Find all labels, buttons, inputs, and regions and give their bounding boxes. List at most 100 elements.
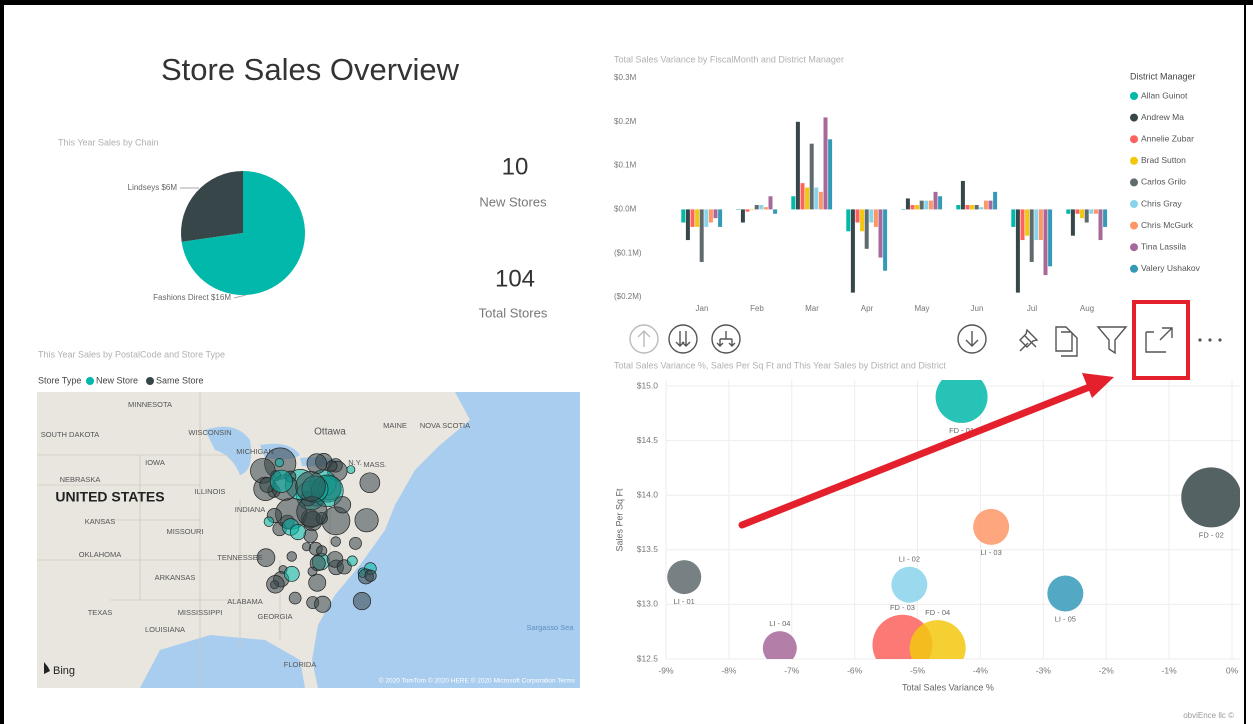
bubble[interactable] xyxy=(1047,575,1083,611)
y-tick-label: $0.2M xyxy=(614,117,637,126)
bar xyxy=(686,209,690,240)
bubble[interactable] xyxy=(973,509,1009,545)
label-part: $16M xyxy=(211,293,231,302)
legend-swatch xyxy=(1130,222,1138,230)
bar xyxy=(709,209,713,222)
bubble[interactable] xyxy=(667,560,701,594)
bar xyxy=(1025,209,1029,235)
bubble[interactable] xyxy=(763,631,797,665)
scatter-title: Total Sales Variance %, Sales Per Sq Ft … xyxy=(614,360,946,370)
column-title: Total Sales Variance by FiscalMonth and … xyxy=(614,54,844,64)
frame-right xyxy=(1244,0,1246,724)
bar xyxy=(700,209,704,262)
bar xyxy=(1099,209,1103,240)
y-tick-label: $13.5 xyxy=(637,544,659,554)
filter-button[interactable] xyxy=(1098,327,1126,353)
bar xyxy=(814,188,818,210)
bar xyxy=(824,117,828,209)
bar xyxy=(934,192,938,210)
x-axis-label: Total Sales Variance % xyxy=(902,682,994,692)
bar xyxy=(966,205,970,209)
bar xyxy=(1048,209,1052,266)
bar xyxy=(695,209,699,227)
map-label: Ottawa xyxy=(314,427,346,438)
card-value: 10 xyxy=(502,153,529,180)
bubble[interactable] xyxy=(891,567,927,603)
bar xyxy=(901,209,905,210)
legend-label: Brad Sutton xyxy=(1141,155,1186,165)
bar xyxy=(846,209,850,231)
map-copyright: © 2020 TomTom © 2020 HERE © 2020 Microso… xyxy=(379,677,576,685)
y-tick-label: $14.0 xyxy=(637,489,659,499)
bar xyxy=(1039,209,1043,240)
bar xyxy=(764,207,768,209)
y-tick-label: $13.0 xyxy=(637,599,659,609)
bar xyxy=(1076,209,1080,213)
bar xyxy=(920,201,924,210)
bar xyxy=(1085,209,1089,222)
bar xyxy=(961,181,965,209)
legend-swatch xyxy=(1130,178,1138,186)
map-bubble xyxy=(287,552,297,562)
bar xyxy=(769,196,773,209)
bar xyxy=(1021,209,1025,240)
legend-label: New Store xyxy=(96,375,138,385)
copy-button[interactable] xyxy=(1056,327,1077,356)
bar xyxy=(828,139,832,209)
map-bubble xyxy=(257,549,275,567)
map-label: MINNESOTA xyxy=(128,400,172,409)
legend-swatch xyxy=(86,377,94,385)
bar xyxy=(714,209,718,218)
bar xyxy=(929,201,933,210)
drill-up-button[interactable] xyxy=(630,325,658,353)
focus-mode-button[interactable] xyxy=(1146,328,1172,352)
bar xyxy=(755,205,759,209)
map-label: MASS. xyxy=(363,460,386,469)
bubble[interactable] xyxy=(936,371,988,423)
bar xyxy=(915,205,919,209)
legend-label: Chris Gray xyxy=(1141,198,1182,208)
bar xyxy=(1080,209,1084,218)
map-bubble xyxy=(284,566,299,581)
map-bubble xyxy=(270,470,292,492)
bubble-label: LI - 05 xyxy=(1055,614,1076,623)
bar xyxy=(1011,209,1015,227)
map-bubble xyxy=(315,596,331,612)
map-label: FLORIDA xyxy=(284,660,317,669)
x-tick-label: Mar xyxy=(805,304,819,313)
legend-title: District Manager xyxy=(1130,71,1196,81)
map-label: ALABAMA xyxy=(227,597,262,606)
legend-swatch xyxy=(1130,135,1138,143)
x-tick-label: Apr xyxy=(861,304,874,313)
drill-mode-button[interactable] xyxy=(958,325,986,353)
bar xyxy=(924,201,928,210)
dashboard: Store Sales Overview This Year Sales by … xyxy=(0,0,1253,724)
legend-swatch xyxy=(1130,265,1138,273)
bar xyxy=(993,192,997,210)
expand-hierarchy-button[interactable] xyxy=(712,325,740,353)
drill-down-all-button[interactable] xyxy=(669,325,697,353)
x-tick-label: -3% xyxy=(1036,665,1052,675)
x-tick-label: -8% xyxy=(721,665,737,675)
bar xyxy=(791,196,795,209)
bar xyxy=(970,205,974,209)
x-tick-label: -6% xyxy=(847,665,863,675)
pie-label: Fashions Direct $16M xyxy=(153,293,231,302)
x-tick-label: May xyxy=(914,304,929,313)
map-bubble xyxy=(326,461,337,472)
bar xyxy=(869,209,873,222)
x-tick-label: -5% xyxy=(910,665,926,675)
map-bubble xyxy=(347,466,355,474)
card[interactable]: 104 Total Stores xyxy=(479,265,548,320)
bar xyxy=(1030,209,1034,262)
bar xyxy=(1034,209,1038,240)
card[interactable]: 10 New Stores xyxy=(479,153,547,209)
bubble-label: LI - 01 xyxy=(674,597,695,606)
y-tick-label: $0.1M xyxy=(614,161,637,170)
bar xyxy=(718,209,722,227)
bubble[interactable] xyxy=(1181,467,1241,527)
pin-button[interactable] xyxy=(1020,330,1037,351)
bar xyxy=(773,209,777,213)
more-options-button[interactable] xyxy=(1198,338,1221,341)
